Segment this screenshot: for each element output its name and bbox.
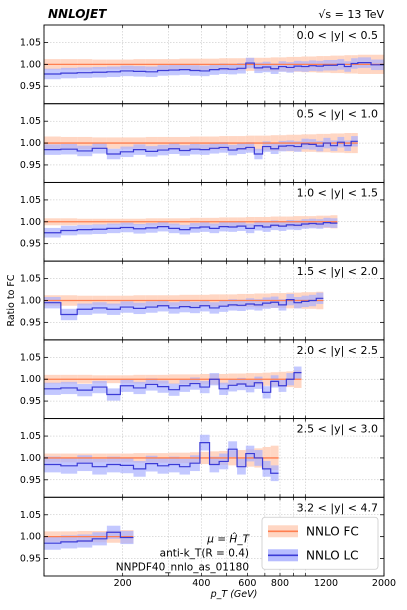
y-tick-label: 1.05 bbox=[20, 431, 41, 442]
y-tick-label: 0.95 bbox=[20, 317, 41, 328]
lc-step-line bbox=[44, 140, 358, 155]
panel-4: 0.95 1.00 1.05 2.0 < |y| < 2.5 bbox=[20, 339, 385, 420]
y-tick-label: 1.00 bbox=[20, 138, 41, 149]
y-tick-label: 1.00 bbox=[20, 59, 41, 70]
pdf-annotation: NNPDF40_nnlo_as_01180 bbox=[116, 561, 249, 573]
lc-step-line bbox=[44, 442, 279, 474]
panel-3: 0.95 1.00 1.05 1.5 < |y| < 2.0 bbox=[20, 260, 385, 341]
y-tick-label: 1.00 bbox=[20, 453, 41, 464]
y-tick-label: 1.05 bbox=[20, 352, 41, 363]
y-tick-label: 0.95 bbox=[20, 239, 41, 250]
panel-5: 0.95 1.00 1.05 2.5 < |y| < 3.0 bbox=[20, 418, 385, 498]
x-tick-label: 200 bbox=[114, 578, 132, 589]
rapidity-label: 1.5 < |y| < 2.0 bbox=[297, 265, 378, 278]
y-tick-label: 1.00 bbox=[20, 532, 41, 543]
legend-label: NNLO FC bbox=[306, 524, 359, 538]
rapidity-label: 0.0 < |y| < 0.5 bbox=[297, 29, 378, 42]
rapidity-label: 1.0 < |y| < 1.5 bbox=[297, 186, 378, 199]
x-tick-label: 2000 bbox=[372, 578, 396, 589]
y-axis-label: Ratio to FC bbox=[6, 274, 17, 326]
rapidity-label: 3.2 < |y| < 4.7 bbox=[297, 501, 378, 514]
y-tick-label: 1.05 bbox=[20, 274, 41, 285]
panel-1: 0.95 1.00 1.05 0.5 < |y| < 1.0 bbox=[20, 103, 385, 183]
legend: NNLO FC NNLO LC bbox=[261, 516, 379, 570]
y-tick-label: 1.05 bbox=[20, 195, 41, 206]
experiment-label: NNLOJET bbox=[48, 7, 107, 21]
lc-step-line bbox=[44, 222, 338, 234]
x-tick-label: 600 bbox=[238, 578, 256, 589]
lc-step-line bbox=[44, 531, 134, 544]
x-tick-label: 800 bbox=[271, 578, 289, 589]
lc-step-line bbox=[44, 297, 324, 316]
rapidity-label: 0.5 < |y| < 1.0 bbox=[297, 108, 378, 121]
panel-2: 0.95 1.00 1.05 1.0 < |y| < 1.5 bbox=[20, 181, 385, 262]
y-tick-label: 1.00 bbox=[20, 296, 41, 307]
y-tick-label: 0.95 bbox=[20, 396, 41, 407]
y-tick-label: 1.00 bbox=[20, 374, 41, 385]
lc-step-line bbox=[44, 372, 302, 396]
legend-label: NNLO LC bbox=[306, 548, 359, 562]
x-tick-label: 1200 bbox=[314, 578, 338, 589]
rapidity-label: 2.0 < |y| < 2.5 bbox=[297, 344, 378, 357]
y-tick-label: 1.00 bbox=[20, 217, 41, 228]
y-tick-label: 0.95 bbox=[20, 160, 41, 171]
rapidity-label: 2.5 < |y| < 3.0 bbox=[297, 423, 378, 436]
x-tick-label: 400 bbox=[192, 578, 210, 589]
scale-annotation: μ = Ĥ_T bbox=[206, 532, 250, 545]
x-axis-label: p_T (GeV) bbox=[210, 589, 258, 600]
energy-label: √s = 13 TeV bbox=[318, 8, 384, 21]
y-tick-label: 0.95 bbox=[20, 81, 41, 92]
panel-0: 0.95 1.00 1.05 0.0 < |y| < 0.5 bbox=[20, 24, 385, 105]
lc-step-line bbox=[44, 62, 384, 75]
y-tick-label: 1.05 bbox=[20, 37, 41, 48]
y-tick-label: 0.95 bbox=[20, 475, 41, 486]
y-tick-label: 1.05 bbox=[20, 116, 41, 127]
jet-annotation: anti-k_T(R = 0.4) bbox=[160, 547, 249, 559]
y-tick-label: 1.05 bbox=[20, 510, 41, 521]
y-tick-label: 0.95 bbox=[20, 554, 41, 565]
